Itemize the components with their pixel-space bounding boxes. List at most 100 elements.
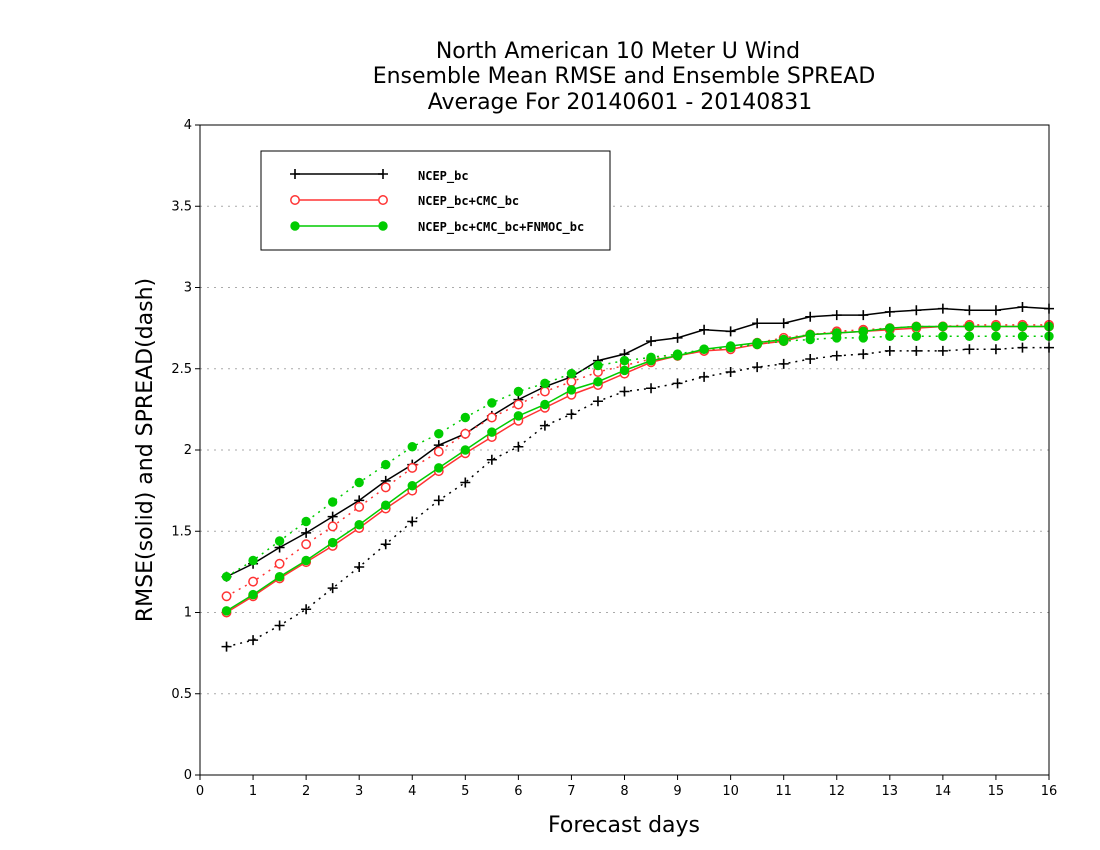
ncep-bc-cmc-bc-spread-point [460, 428, 471, 439]
ncep-bc-cmc-bc-fnmoc-bc-rmse-point [964, 321, 975, 332]
ncep-bc-cmc-bc-spread-point [274, 558, 285, 569]
ncep-bc-rmse-point [911, 305, 922, 316]
ncep-bc-spread-point [805, 354, 816, 364]
x-tick-label: 5 [461, 784, 469, 799]
x-tick-label: 9 [673, 784, 681, 799]
ncep-bc-cmc-bc-fnmoc-bc-rmse-point [646, 355, 656, 366]
ncep-bc-spread-point [486, 454, 497, 465]
ncep-bc-cmc-bc-fnmoc-bc-rmse-point [434, 463, 444, 473]
ncep-bc-rmse-point [990, 305, 1001, 316]
ncep-bc-cmc-bc-spread-point [354, 501, 365, 512]
ncep-bc-cmc-bc-fnmoc-bc-rmse-point [858, 326, 868, 337]
ncep-bc-rmse-point [725, 326, 736, 337]
y-tick-label: 1.5 [171, 524, 192, 539]
ncep-bc-spread-point [699, 371, 710, 382]
title-line-1: North American 10 Meter U Wind [436, 39, 800, 64]
x-tick-label: 14 [935, 784, 952, 799]
ncep-bc-cmc-bc-fnmoc-bc-rmse-point [885, 323, 895, 333]
y-tick-label: 2 [184, 443, 192, 458]
ncep-bc-cmc-bc-fnmoc-bc-rmse-line [226, 325, 1049, 612]
y-tick-label: 2.5 [171, 362, 192, 377]
ncep-bc-cmc-bc-fnmoc-bc-rmse-point [725, 341, 736, 351]
ncep-bc-cmc-bc-fnmoc-bc-spread-point [566, 368, 577, 379]
ncep-bc-spread-point [327, 583, 338, 594]
legend-samples [290, 169, 388, 231]
x-tick-label: 3 [355, 784, 363, 799]
ncep-bc-spread-point [248, 635, 259, 646]
legend-label-ncep-bc: NCEP_bc [418, 169, 469, 184]
ncep-bc-rmse-point [1017, 302, 1028, 312]
ncep-bc-cmc-bc-fnmoc-bc-rmse-point [248, 589, 258, 600]
ncep-bc-cmc-bc-spread-line [226, 324, 1049, 597]
ncep-bc-cmc-bc-fnmoc-bc-rmse-point [487, 427, 497, 437]
y-tick-label: 0 [184, 768, 192, 783]
ncep-bc-spread-point [354, 562, 365, 572]
ncep-bc-cmc-bc-fnmoc-bc-rmse-point [778, 334, 789, 345]
ncep-bc-cmc-bc-fnmoc-bc-rmse-point [1017, 321, 1028, 332]
ncep-bc-cmc-bc-fnmoc-bc-rmse-point [301, 555, 311, 566]
ncep-bc-spread-point [221, 641, 232, 652]
ncep-bc-cmc-bc-fnmoc-bc-rmse-point [381, 500, 391, 510]
ncep-bc-cmc-bc-fnmoc-bc-spread-point [991, 331, 1001, 341]
ncep-bc-cmc-bc-fnmoc-bc-rmse-point [938, 321, 948, 332]
legend-label-ncep-cmc: NCEP_bc+CMC_bc [418, 194, 519, 209]
ncep-bc-cmc-bc-fnmoc-bc-spread-point [938, 331, 948, 341]
ncep-bc-cmc-bc-fnmoc-bc-spread-point [619, 355, 630, 366]
legend-marker-ncep-bc-cmc-bc [290, 195, 300, 205]
x-tick-label: 16 [1041, 784, 1058, 799]
ncep-bc-cmc-bc-fnmoc-bc-spread-point [327, 497, 338, 507]
ncep-bc-cmc-bc-fnmoc-bc-rmse-point [407, 481, 417, 491]
y-tick-label: 3.5 [171, 199, 192, 214]
ncep-bc-cmc-bc-fnmoc-bc-spread-point [593, 360, 603, 371]
x-axis-label: Forecast days [548, 813, 700, 838]
ncep-bc-cmc-bc-spread-point [221, 591, 232, 602]
ncep-bc-cmc-bc-fnmoc-bc-rmse-point [672, 351, 683, 361]
x-tick-label: 1 [249, 784, 257, 799]
ncep-bc-cmc-bc-fnmoc-bc-rmse-point [513, 411, 524, 421]
ncep-bc-rmse-point [831, 310, 842, 321]
ncep-bc-spread-point [433, 495, 444, 506]
ncep-bc-cmc-bc-spread-point [539, 386, 550, 397]
ncep-bc-cmc-bc-fnmoc-bc-spread-line [226, 335, 1049, 578]
ncep-bc-spread-point [752, 362, 763, 373]
legend-marker-ncep-bc [378, 169, 388, 179]
ncep-bc-cmc-bc-fnmoc-bc-spread-point [1017, 331, 1028, 341]
ncep-bc-spread-point [778, 358, 789, 369]
legend-marker-ncep-bc [290, 169, 300, 179]
x-tick-label: 2 [302, 784, 310, 799]
ncep-bc-cmc-bc-fnmoc-bc-spread-point [248, 555, 258, 566]
ncep-bc-spread-point [937, 345, 948, 356]
y-tick-labels: 0 0.5 1 1.5 2 2.5 3 3.5 4 [171, 118, 192, 783]
ncep-bc-cmc-bc-fnmoc-bc-spread-point [460, 412, 471, 423]
ncep-bc-cmc-bc-fnmoc-bc-spread-point [221, 572, 232, 582]
x-tick-label: 6 [514, 784, 522, 799]
ncep-bc-cmc-bc-fnmoc-bc-rmse-point [699, 344, 709, 354]
series-ncep-bc-cmc-bc-fnmoc-bc-spread [221, 331, 1054, 582]
ncep-bc-spread-point [672, 378, 683, 389]
x-tick-label: 8 [620, 784, 628, 799]
series-ncep-bc-cmc-bc-rmse [221, 321, 1054, 618]
ncep-bc-rmse-point [301, 527, 312, 538]
title-line-2: Ensemble Mean RMSE and Ensemble SPREAD [373, 64, 876, 89]
ncep-bc-cmc-bc-fnmoc-bc-rmse-point [274, 572, 285, 582]
ncep-bc-cmc-bc-fnmoc-bc-rmse-point [460, 445, 471, 455]
x-tick-label: 10 [722, 784, 739, 799]
ncep-bc-spread-point [831, 350, 842, 361]
title-line-3: Average For 20140601 - 20140831 [428, 90, 813, 115]
series-layer [221, 302, 1054, 652]
y-tick-label: 3 [184, 281, 192, 296]
ncep-bc-spread-point [460, 477, 471, 488]
ncep-bc-spread-point [380, 539, 391, 550]
x-tick-label: 4 [408, 784, 416, 799]
ncep-bc-cmc-bc-fnmoc-bc-rmse-point [805, 329, 815, 340]
ncep-bc-spread-point [964, 344, 975, 355]
ncep-bc-cmc-bc-fnmoc-bc-rmse-point [221, 606, 232, 616]
ncep-bc-spread-point [274, 620, 285, 631]
ncep-bc-spread-point [513, 441, 524, 452]
ncep-bc-rmse-point [699, 324, 710, 335]
ncep-bc-cmc-bc-fnmoc-bc-spread-point [513, 386, 524, 397]
ncep-bc-spread-point [407, 516, 418, 527]
y-tick-label: 4 [184, 118, 192, 133]
x-tick-labels: 0 1 2 3 4 5 6 7 8 9 10 11 12 13 14 15 16 [196, 784, 1057, 799]
